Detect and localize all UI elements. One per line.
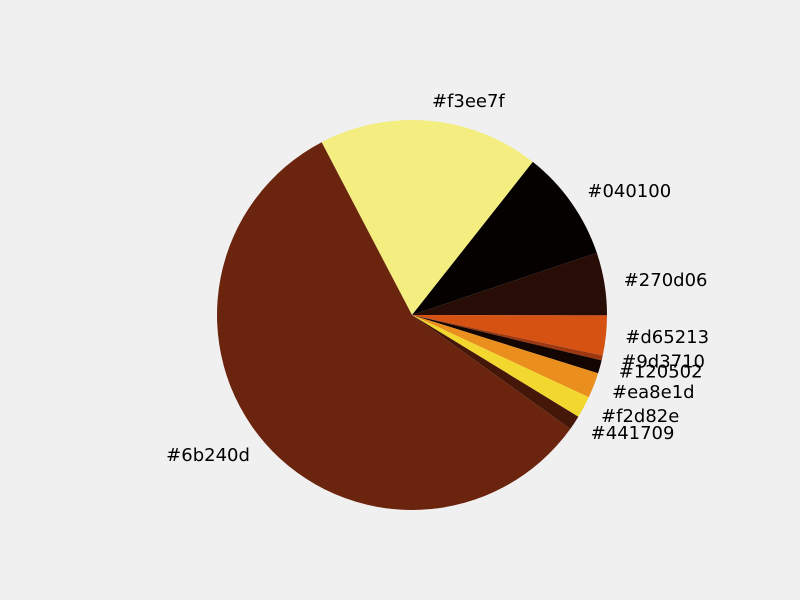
pie-slice-1 [412, 161, 597, 315]
pie-label-0: #f3ee7f [432, 91, 505, 112]
pie-label-2: #270d06 [624, 270, 708, 291]
pie-label-7: #f2d82e [601, 406, 679, 427]
pie-label-4: #9d3710 [621, 352, 705, 373]
pie-slice-6 [412, 315, 599, 398]
pie-slices [217, 120, 608, 510]
pie-slice-3 [412, 315, 607, 356]
pie-slice-4 [412, 315, 603, 361]
pie-label-5: #120502 [619, 362, 703, 383]
pie-slice-0 [321, 120, 533, 315]
pie-label-3: #d65213 [625, 327, 709, 348]
pie-slice-9 [217, 142, 571, 510]
pie-label-6: #ea8e1d [612, 382, 695, 403]
pie-slice-7 [412, 315, 589, 417]
pie-label-9: #6b240d [166, 445, 250, 466]
pie-label-1: #040100 [587, 181, 671, 202]
pie-slice-8 [412, 315, 579, 429]
pie-label-8: #441709 [591, 423, 675, 444]
pie-slice-5 [412, 315, 602, 374]
pie-labels: #f3ee7f #040100 #270d06 #d65213 #9d3710#1205… [166, 91, 709, 466]
pie-slice-2 [412, 252, 608, 316]
